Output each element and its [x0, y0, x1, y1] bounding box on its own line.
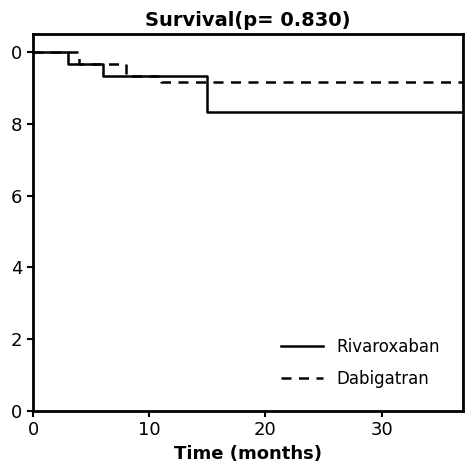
Rivaroxaban [65, 49, 71, 55]
Rivaroxaban [460, 109, 466, 115]
Rivaroxaban [65, 61, 71, 67]
Dabigatran [123, 61, 129, 67]
Rivaroxaban [204, 109, 210, 115]
Dabigatran [30, 49, 36, 55]
Dabigatran [77, 49, 82, 55]
Dabigatran [158, 79, 164, 85]
Dabigatran [460, 79, 466, 85]
Rivaroxaban [100, 61, 106, 67]
Dabigatran [77, 61, 82, 67]
Title: Survival(p= 0.830): Survival(p= 0.830) [145, 11, 351, 30]
Rivaroxaban [204, 73, 210, 79]
Dabigatran [123, 73, 129, 79]
Rivaroxaban [100, 73, 106, 79]
Rivaroxaban [30, 49, 36, 55]
Legend: Rivaroxaban, Dabigatran: Rivaroxaban, Dabigatran [274, 332, 446, 394]
X-axis label: Time (months): Time (months) [174, 445, 322, 463]
Line: Rivaroxaban: Rivaroxaban [33, 52, 463, 112]
Dabigatran [158, 73, 164, 79]
Line: Dabigatran: Dabigatran [33, 52, 463, 82]
